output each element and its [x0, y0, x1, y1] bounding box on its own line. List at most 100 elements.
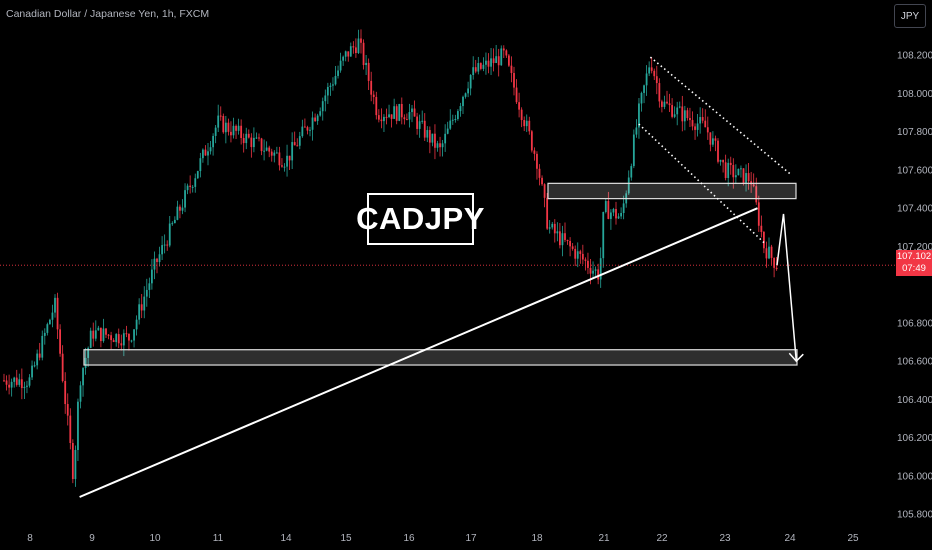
candle-body — [431, 133, 434, 143]
candle-body — [230, 131, 232, 136]
candle-body — [538, 168, 541, 178]
candle-body — [199, 158, 202, 172]
candle-body — [704, 120, 707, 128]
candle-body — [658, 83, 661, 102]
time-tick-label: 24 — [784, 533, 796, 544]
candle-body — [151, 269, 153, 284]
candle-body — [128, 333, 130, 341]
time-tick-label: 21 — [598, 533, 610, 544]
chart-title: Canadian Dollar / Japanese Yen, 1h, FXCM — [6, 8, 210, 20]
candle-body — [745, 173, 747, 184]
candle-body — [357, 38, 360, 53]
candle-body — [258, 137, 260, 139]
candle-body — [495, 56, 498, 64]
candle-body — [385, 116, 388, 118]
candle-body — [602, 212, 605, 259]
candle-body — [559, 231, 561, 246]
candle-body — [546, 197, 549, 229]
candle-body — [217, 115, 220, 128]
time-axis[interactable]: 8 9 10 11 14 15 16 17 18 21 22 23 24 25 — [27, 533, 859, 544]
candle-body — [666, 101, 668, 104]
candle-body — [311, 117, 314, 130]
current-price-tag: 107.102 07:49 — [896, 250, 932, 276]
candle-body — [472, 67, 475, 76]
channel-upper-line[interactable] — [649, 56, 791, 175]
candle-body — [444, 133, 447, 144]
candle-body — [655, 76, 658, 84]
candle-body — [500, 48, 503, 66]
candle-body — [212, 135, 214, 148]
candle-body — [712, 138, 714, 145]
currency-button[interactable]: JPY — [894, 4, 926, 28]
price-axis[interactable]: 108.200 108.000 107.800 107.600 107.400 107.2… — [897, 51, 932, 521]
candle-body — [668, 103, 671, 106]
candle-body — [543, 184, 546, 198]
candle-body — [683, 110, 686, 122]
candle-body — [589, 267, 592, 274]
candle-body — [232, 125, 235, 136]
candle-body — [339, 60, 342, 71]
candle-body — [365, 62, 367, 66]
current-price-value: 107.102 — [896, 251, 932, 262]
candle-body — [214, 127, 217, 136]
price-tick-label: 106.600 — [897, 357, 932, 368]
candle-body — [23, 386, 26, 389]
candle-body — [441, 143, 444, 148]
candle-body — [502, 48, 505, 51]
candle-body — [92, 330, 95, 339]
resistance-zone[interactable] — [547, 182, 797, 200]
candle-body — [643, 85, 645, 93]
candle-body — [26, 385, 28, 387]
candle-body — [627, 177, 630, 194]
candle-body — [161, 245, 163, 255]
candle-body — [706, 127, 709, 133]
candle-body — [439, 143, 441, 148]
candle-body — [66, 404, 69, 416]
candle-body — [288, 155, 291, 161]
candle-body — [242, 137, 245, 144]
projection-path[interactable] — [776, 213, 798, 362]
candle-body — [520, 109, 523, 121]
candle-body — [638, 103, 640, 128]
candle-body — [622, 203, 625, 214]
candle-body — [515, 87, 518, 103]
candle-body — [64, 381, 67, 405]
candle-body — [714, 138, 717, 141]
candle-body — [729, 162, 732, 166]
ascending-trendline[interactable] — [79, 207, 758, 498]
candle-body — [372, 94, 375, 97]
candle-body — [13, 377, 16, 382]
candle-body — [760, 225, 763, 232]
candle-body — [474, 67, 477, 72]
candle-body — [457, 111, 459, 119]
candle-body — [237, 125, 240, 131]
candle-body — [400, 103, 403, 118]
time-tick-label: 9 — [89, 533, 95, 544]
time-tick-label: 16 — [403, 533, 415, 544]
candle-body — [640, 92, 643, 104]
candle-body — [309, 129, 311, 131]
candle-body — [319, 111, 322, 116]
candle-body — [171, 223, 174, 225]
candle-body — [270, 151, 273, 156]
candle-body — [130, 340, 133, 342]
candle-body — [265, 147, 268, 151]
support-zone[interactable] — [83, 349, 798, 366]
candle-body — [676, 107, 679, 115]
candle-body — [469, 75, 472, 89]
candle-body — [541, 177, 543, 185]
candle-body — [247, 133, 250, 138]
candle-body — [342, 56, 345, 61]
candle-body — [717, 140, 719, 162]
candle-body — [477, 63, 480, 72]
candle-body — [691, 120, 694, 127]
candle-body — [3, 380, 5, 382]
candle-body — [592, 270, 594, 274]
price-tick-label: 108.000 — [897, 89, 932, 100]
candle-body — [755, 186, 758, 203]
channel-lower-line[interactable] — [638, 123, 765, 244]
candle-body — [94, 330, 97, 339]
candle-body — [337, 70, 339, 76]
candle-body — [617, 216, 620, 219]
